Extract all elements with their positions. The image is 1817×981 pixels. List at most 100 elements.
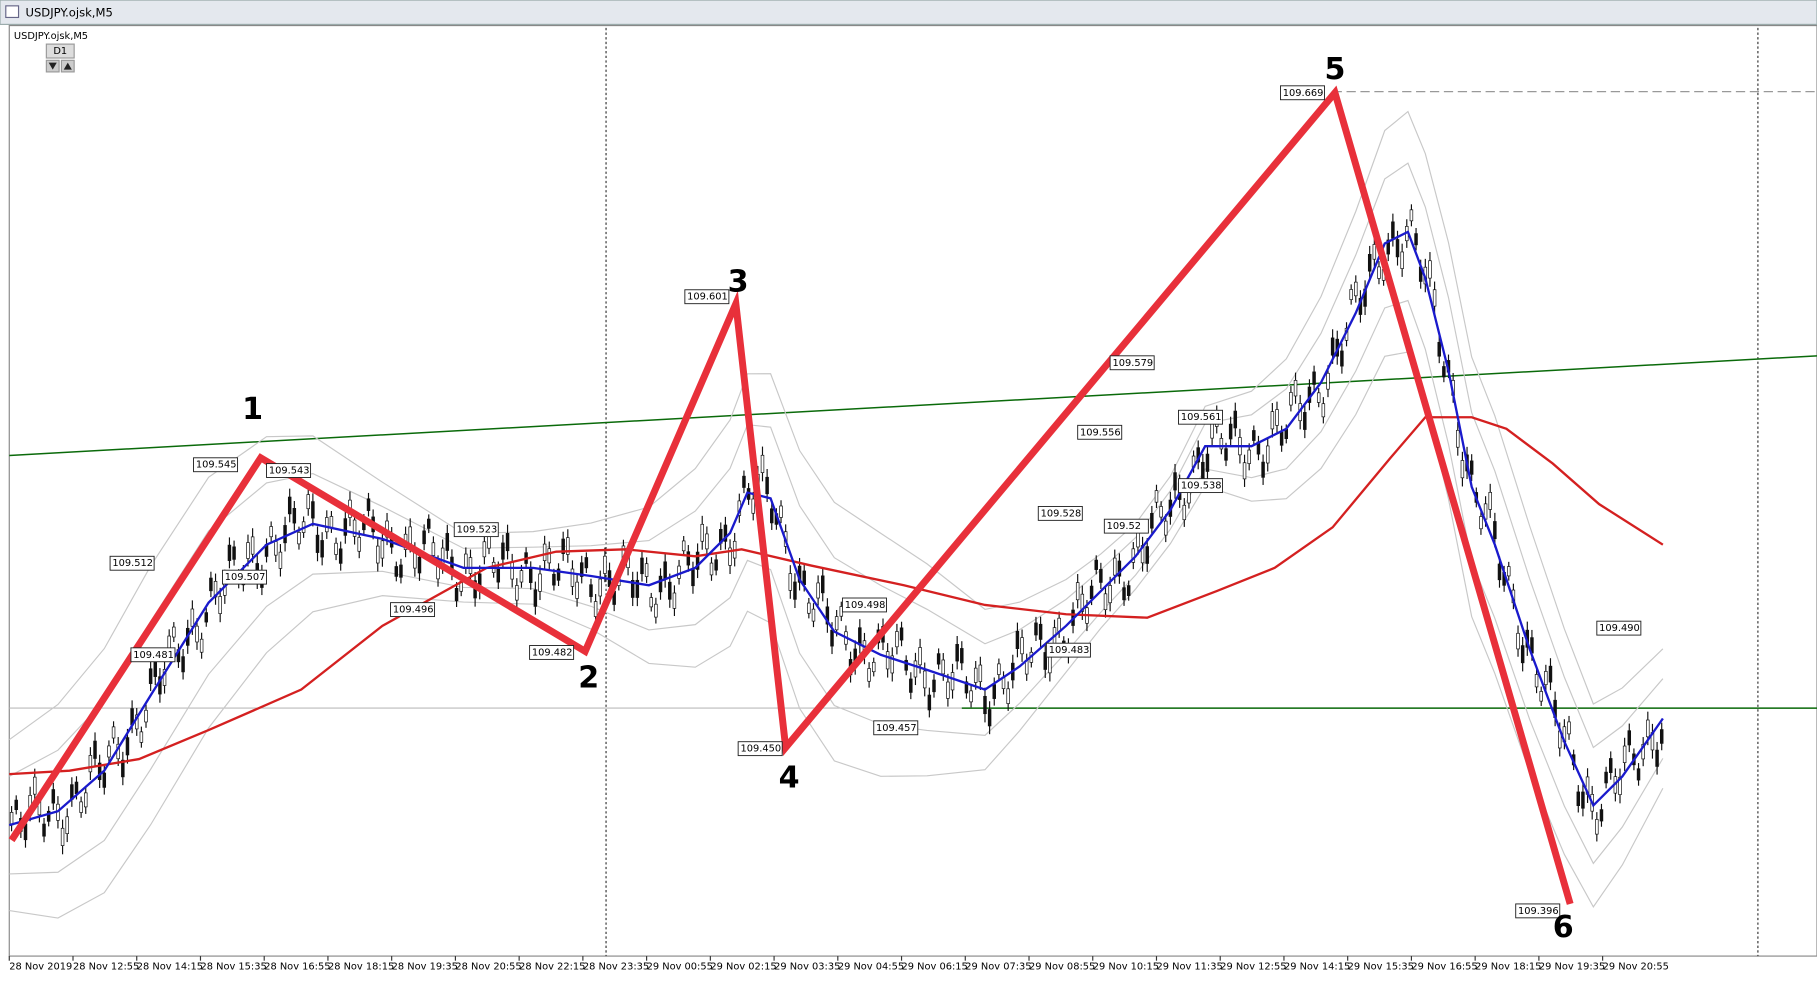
candle-body bbox=[1636, 768, 1641, 781]
candle-body bbox=[533, 589, 538, 607]
candle-body bbox=[705, 533, 709, 550]
time-label: 28 Nov 15:35 bbox=[200, 962, 266, 973]
candle-body bbox=[788, 573, 793, 591]
candle-body bbox=[867, 668, 871, 682]
candle-body bbox=[454, 588, 459, 602]
time-label: 28 Nov 12:55 bbox=[73, 962, 139, 973]
candle-body bbox=[1275, 409, 1279, 426]
candle-body bbox=[1126, 585, 1131, 596]
candle-body bbox=[1520, 645, 1525, 664]
candle-body bbox=[528, 568, 533, 583]
candle-body bbox=[1103, 593, 1108, 611]
candle-body bbox=[663, 561, 667, 580]
candle-body bbox=[802, 570, 806, 586]
candle-body bbox=[1233, 410, 1238, 429]
fast-ma bbox=[8, 230, 1664, 827]
down-arrow bbox=[48, 62, 57, 70]
candle-body bbox=[728, 547, 732, 566]
candle-body bbox=[932, 679, 936, 693]
price-label: 109.601 bbox=[687, 292, 728, 303]
candle-body bbox=[765, 476, 769, 495]
candle-body bbox=[983, 695, 987, 715]
wave-label: 2 bbox=[578, 661, 599, 696]
time-label: 29 Nov 11:35 bbox=[1156, 962, 1222, 973]
candle-body bbox=[1395, 239, 1400, 258]
symbol-label: USDJPY.ojsk,M5 bbox=[14, 31, 88, 42]
price-label-box bbox=[1109, 355, 1155, 371]
candle-body bbox=[723, 524, 728, 542]
candle-body bbox=[1312, 371, 1316, 385]
price-label-box bbox=[1037, 505, 1083, 521]
candle-body bbox=[1437, 341, 1441, 357]
price-labels: 109.545 109.543 109.512 109.507 109.496 109.4… bbox=[109, 85, 1642, 919]
price-label: 109.579 bbox=[1112, 358, 1153, 369]
candle-body bbox=[274, 541, 278, 556]
candle-body bbox=[1205, 453, 1210, 472]
candle-body bbox=[946, 681, 950, 699]
candle-body bbox=[779, 505, 783, 518]
candle-body bbox=[42, 823, 46, 837]
candle-body bbox=[575, 581, 579, 599]
candle-body bbox=[148, 668, 153, 684]
candle-body bbox=[1460, 460, 1465, 479]
candle-body bbox=[1488, 492, 1492, 510]
candle-body bbox=[246, 542, 250, 559]
price-label-box bbox=[1280, 85, 1325, 101]
timeframe-button[interactable] bbox=[45, 43, 75, 59]
candle-body bbox=[885, 651, 890, 670]
candle-body bbox=[181, 656, 185, 673]
price-label: 109.669 bbox=[1283, 88, 1324, 99]
price-label: 109.538 bbox=[1181, 481, 1222, 492]
candle-body bbox=[909, 678, 913, 693]
candle-body bbox=[1094, 559, 1098, 570]
candle-body bbox=[978, 664, 983, 683]
candle-body bbox=[770, 508, 774, 524]
candle-body bbox=[1576, 791, 1581, 806]
candle-body bbox=[1122, 587, 1126, 601]
candle-body bbox=[691, 569, 695, 587]
candle-body bbox=[630, 580, 635, 598]
timeframe-label[interactable]: D1 bbox=[53, 46, 67, 57]
price-label: 109.457 bbox=[876, 723, 917, 734]
candle-body bbox=[468, 557, 473, 574]
candle-body bbox=[1367, 253, 1372, 272]
candle-body bbox=[195, 625, 199, 643]
candle-body bbox=[380, 540, 385, 559]
time-label: 29 Nov 08:55 bbox=[1029, 962, 1095, 973]
price-label: 109.512 bbox=[112, 558, 153, 569]
candle-body bbox=[1539, 691, 1543, 702]
candle-body bbox=[33, 776, 37, 795]
price-label-box bbox=[1045, 642, 1091, 658]
candle-body bbox=[1261, 461, 1265, 478]
candle-body bbox=[672, 592, 677, 609]
window-icon bbox=[5, 5, 20, 19]
candle-body bbox=[107, 745, 111, 758]
wave-label: 4 bbox=[779, 760, 800, 795]
candle-body bbox=[1534, 674, 1539, 688]
candle-body bbox=[417, 556, 422, 574]
candle-body bbox=[1544, 671, 1548, 686]
candle-body bbox=[649, 597, 653, 608]
candle-body bbox=[816, 582, 820, 599]
candle-body bbox=[190, 608, 195, 627]
time-label: 29 Nov 12:55 bbox=[1220, 962, 1286, 973]
price-label-box bbox=[130, 647, 176, 663]
candle-body bbox=[51, 789, 56, 804]
candle-body bbox=[209, 577, 213, 592]
candle-body bbox=[1048, 655, 1052, 674]
wave-label: 6 bbox=[1553, 910, 1574, 945]
price-label-box bbox=[1178, 409, 1223, 425]
candle-body bbox=[1377, 266, 1381, 279]
candle-body bbox=[825, 606, 830, 625]
candle-body bbox=[311, 501, 315, 519]
candle-body bbox=[1247, 449, 1251, 464]
candle-body bbox=[793, 581, 797, 600]
price-label: 109.481 bbox=[133, 650, 174, 661]
band-line bbox=[9, 299, 1664, 875]
time-label: 29 Nov 03:35 bbox=[774, 962, 840, 973]
candle-body bbox=[654, 603, 658, 618]
candle-body bbox=[297, 532, 301, 545]
candle-body bbox=[950, 672, 955, 691]
candle-body bbox=[830, 629, 834, 647]
